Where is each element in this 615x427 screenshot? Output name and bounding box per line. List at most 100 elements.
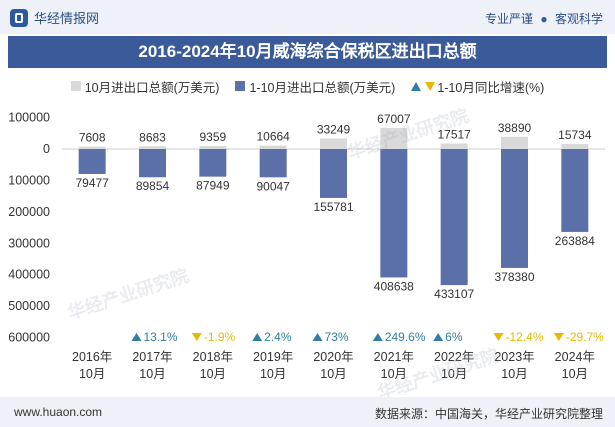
data-label-cumulative: 90047: [256, 179, 290, 193]
data-label-monthly: 9359: [199, 130, 226, 144]
legend-swatch-dark: [235, 81, 246, 91]
x-tick-label: 10月: [441, 367, 467, 381]
bar-cumulative: [139, 149, 166, 178]
growth-label: -12.4%: [506, 330, 544, 344]
footer-source: 数据来源：中国海关，华经产业研究院整理: [374, 407, 603, 421]
growth-label: -29.7%: [566, 330, 604, 344]
x-tick-label: 2022年: [434, 350, 474, 364]
bar-cumulative: [561, 149, 589, 232]
bar-monthly: [380, 127, 408, 149]
brand[interactable]: 华经情报网: [10, 8, 99, 27]
data-label-cumulative: 155781: [313, 200, 353, 214]
data-label-cumulative: 378380: [494, 270, 534, 284]
x-tick-label: 10月: [381, 367, 407, 381]
x-tick-label: 2020年: [313, 350, 353, 364]
x-tick-label: 2023年: [494, 350, 534, 364]
data-label-cumulative: 408638: [374, 279, 414, 293]
footer: www.huaon.com 数据来源：中国海关，华经产业研究院整理: [0, 397, 615, 427]
growth-up-marker: [433, 333, 444, 341]
y-tick-label: 100000: [8, 111, 50, 125]
growth-label: 2.4%: [264, 330, 292, 344]
chart-legend: 10月进出口总额(万美元) 1-10月进出口总额(万美元) 1-10月同比增速(…: [0, 76, 615, 96]
growth-down-marker: [553, 333, 564, 341]
top-bar: 华经情报网 专业严谨 ● 客观科学: [0, 0, 615, 34]
growth-label: 249.6%: [385, 330, 426, 344]
tagline-right: 客观科学: [554, 12, 603, 26]
legend-label-growth: 1-10月同比增速(%): [437, 80, 545, 95]
bar-monthly: [320, 138, 347, 149]
x-tick-label: 2018年: [193, 350, 233, 364]
x-tick-label: 10月: [501, 367, 527, 381]
bar-cumulative: [501, 149, 528, 268]
footer-url[interactable]: www.huaon.com: [14, 405, 103, 419]
bar-monthly: [501, 136, 528, 149]
legend-item-growth[interactable]: 1-10月同比增速(%): [411, 77, 544, 96]
data-label-cumulative: 87949: [196, 179, 230, 193]
data-label-cumulative: 89854: [136, 179, 170, 193]
bar-monthly: [259, 145, 287, 149]
up-triangle-icon: [411, 81, 422, 91]
data-label-monthly: 10664: [256, 130, 290, 144]
huajing-logo-icon: [10, 8, 28, 27]
y-tick-label: 300000: [8, 236, 50, 250]
bar-cumulative: [380, 149, 408, 278]
y-tick-label: 400000: [8, 268, 50, 282]
legend-label-cumulative: 1-10月进出口总额(万美元): [249, 80, 396, 95]
bar-cumulative: [259, 149, 287, 178]
x-tick-label: 10月: [139, 367, 165, 381]
x-tick-label: 10月: [79, 367, 105, 381]
tagline: 专业严谨 ● 客观科学: [485, 10, 603, 27]
legend-item-cumulative[interactable]: 1-10月进出口总额(万美元): [235, 77, 395, 96]
bar-monthly: [139, 146, 166, 149]
bar-monthly: [561, 144, 589, 149]
brand-name: 华经情报网: [34, 11, 100, 26]
y-tick-label: 0: [43, 142, 50, 156]
x-tick-label: 10月: [260, 367, 286, 381]
data-label-cumulative: 433107: [434, 287, 474, 301]
x-tick-label: 2021年: [374, 350, 414, 364]
bar-cumulative: [440, 149, 468, 286]
y-tick-label: 100000: [8, 173, 50, 187]
chart-title: 2016-2024年10月威海综合保税区进出口总额: [8, 36, 607, 68]
x-tick-label: 10月: [562, 367, 588, 381]
data-label-monthly: 15734: [558, 128, 592, 142]
legend-label-monthly: 10月进出口总额(万美元): [84, 80, 220, 95]
growth-up-marker: [131, 333, 142, 341]
x-tick-label: 2024年: [555, 350, 595, 364]
y-tick-label: 200000: [8, 205, 50, 219]
data-label-monthly: 67007: [377, 112, 411, 126]
growth-down-marker: [191, 333, 202, 341]
x-tick-label: 2017年: [132, 350, 172, 364]
x-tick-label: 10月: [200, 367, 226, 381]
data-label-cumulative: 263884: [555, 234, 595, 248]
bar-cumulative: [78, 149, 106, 174]
growth-label: 13.1%: [144, 330, 178, 344]
x-tick-label: 2016年: [72, 350, 112, 364]
bar-monthly: [440, 143, 468, 149]
growth-up-marker: [252, 333, 263, 341]
down-triangle-icon: [425, 81, 436, 91]
data-label-monthly: 7608: [79, 131, 106, 145]
growth-down-marker: [493, 333, 504, 341]
data-label-monthly: 17517: [437, 127, 471, 141]
bar-cumulative: [320, 149, 347, 198]
growth-label: 73%: [325, 330, 349, 344]
data-label-cumulative: 79477: [75, 176, 109, 190]
growth-up-marker: [312, 333, 323, 341]
x-tick-label: 2019年: [253, 350, 293, 364]
y-tick-label: 600000: [8, 331, 50, 345]
legend-item-monthly[interactable]: 10月进出口总额(万美元): [70, 77, 220, 96]
data-label-monthly: 33249: [317, 123, 351, 137]
legend-swatch-light: [70, 81, 81, 91]
growth-label: 6%: [445, 330, 463, 344]
tagline-left: 专业严谨: [485, 12, 534, 26]
growth-label: -1.9%: [204, 330, 236, 344]
watermark-text: 华经产业研究院: [65, 264, 191, 323]
bar-monthly: [199, 146, 227, 149]
bar-cumulative: [199, 149, 227, 177]
separator-dot-icon: ●: [540, 12, 548, 26]
bar-monthly: [78, 146, 106, 149]
x-tick-label: 10月: [320, 367, 346, 381]
growth-up-marker: [372, 333, 383, 341]
data-label-monthly: 8683: [139, 130, 166, 144]
